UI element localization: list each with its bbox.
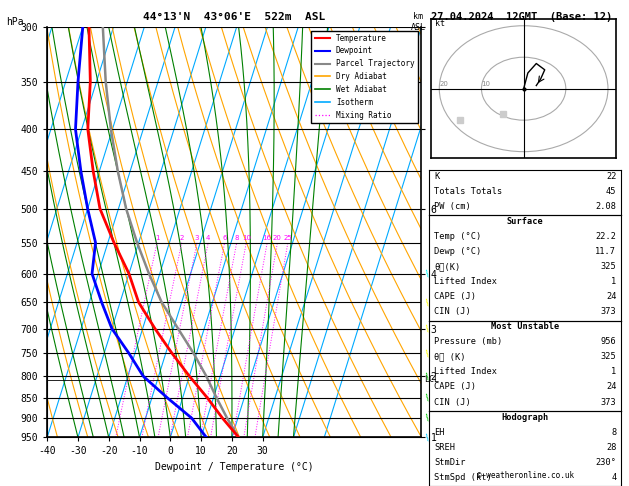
Text: 1: 1: [155, 235, 159, 241]
Text: 6: 6: [223, 235, 227, 241]
Text: 956: 956: [601, 337, 616, 347]
Text: /: /: [425, 371, 431, 381]
Text: /: /: [425, 414, 431, 423]
Text: 20: 20: [273, 235, 282, 241]
Text: Surface: Surface: [507, 217, 543, 226]
Text: 28: 28: [606, 443, 616, 452]
Text: 16: 16: [263, 235, 272, 241]
Text: 373: 373: [601, 398, 616, 407]
Text: StmDir: StmDir: [434, 458, 465, 467]
Text: 24: 24: [606, 292, 616, 301]
Text: 325: 325: [601, 262, 616, 271]
Text: 325: 325: [601, 352, 616, 362]
Text: PW (cm): PW (cm): [434, 202, 470, 211]
Text: Pressure (mb): Pressure (mb): [434, 337, 503, 347]
Text: © weatheronline.co.uk: © weatheronline.co.uk: [477, 471, 574, 480]
Text: LCL: LCL: [425, 375, 440, 384]
Text: Lifted Index: Lifted Index: [434, 367, 497, 377]
Text: 373: 373: [601, 307, 616, 316]
Text: Dewp (°C): Dewp (°C): [434, 247, 481, 256]
Text: 20: 20: [439, 81, 448, 87]
Text: 8: 8: [235, 235, 239, 241]
Text: 8: 8: [611, 428, 616, 437]
Text: 2.08: 2.08: [596, 202, 616, 211]
Text: CAPE (J): CAPE (J): [434, 292, 476, 301]
Text: Lifted Index: Lifted Index: [434, 277, 497, 286]
Text: 45: 45: [606, 187, 616, 196]
Text: 230°: 230°: [596, 458, 616, 467]
Text: 10: 10: [242, 235, 251, 241]
Text: 25: 25: [284, 235, 292, 241]
Legend: Temperature, Dewpoint, Parcel Trajectory, Dry Adiabat, Wet Adiabat, Isotherm, Mi: Temperature, Dewpoint, Parcel Trajectory…: [311, 31, 418, 122]
Text: EH: EH: [434, 428, 445, 437]
Text: 22.2: 22.2: [596, 232, 616, 241]
Text: hPa: hPa: [6, 17, 24, 27]
Text: 24: 24: [606, 382, 616, 392]
Text: /: /: [425, 297, 431, 307]
Text: 27.04.2024  12GMT  (Base: 12): 27.04.2024 12GMT (Base: 12): [431, 12, 612, 22]
Text: /: /: [425, 324, 431, 333]
Text: 10: 10: [481, 81, 491, 87]
X-axis label: Dewpoint / Temperature (°C): Dewpoint / Temperature (°C): [155, 462, 314, 472]
Text: 4: 4: [206, 235, 211, 241]
Text: θᴄ (K): θᴄ (K): [434, 352, 465, 362]
Text: 22: 22: [606, 172, 616, 181]
Text: kt: kt: [435, 19, 445, 28]
Text: Totals Totals: Totals Totals: [434, 187, 503, 196]
Text: Temp (°C): Temp (°C): [434, 232, 481, 241]
Text: CIN (J): CIN (J): [434, 307, 470, 316]
Text: 44°13'N  43°06'E  522m  ASL: 44°13'N 43°06'E 522m ASL: [143, 12, 325, 22]
Text: 11.7: 11.7: [596, 247, 616, 256]
Text: 2: 2: [179, 235, 184, 241]
Text: 3: 3: [195, 235, 199, 241]
Text: /: /: [425, 433, 431, 442]
Text: /: /: [425, 269, 431, 278]
Text: K: K: [434, 172, 439, 181]
Text: SREH: SREH: [434, 443, 455, 452]
Text: StmSpd (kt): StmSpd (kt): [434, 473, 492, 482]
Text: 1: 1: [611, 277, 616, 286]
Text: CAPE (J): CAPE (J): [434, 382, 476, 392]
Text: Hodograph: Hodograph: [501, 413, 549, 422]
Text: CIN (J): CIN (J): [434, 398, 470, 407]
Text: /: /: [425, 393, 431, 402]
Text: 4: 4: [611, 473, 616, 482]
Text: km
ASL: km ASL: [411, 12, 426, 32]
Text: /: /: [425, 348, 431, 358]
Text: Most Unstable: Most Unstable: [491, 322, 559, 331]
Text: θᴄ(K): θᴄ(K): [434, 262, 460, 271]
Text: 1: 1: [611, 367, 616, 377]
